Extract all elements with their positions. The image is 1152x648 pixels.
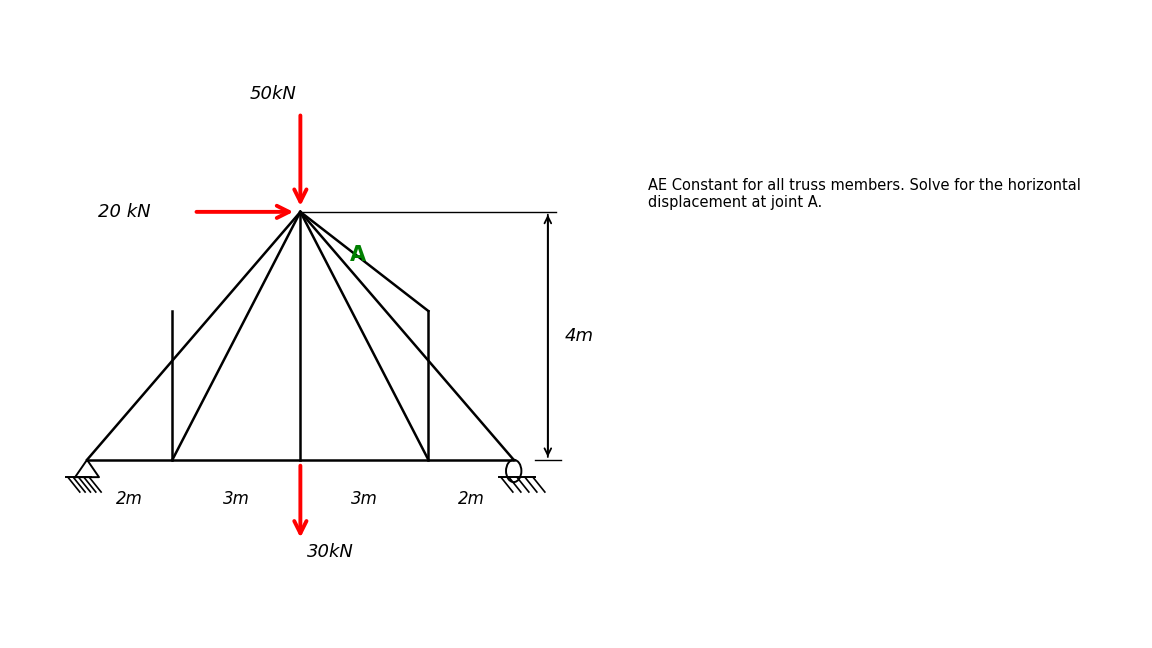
Text: 20 kN: 20 kN <box>98 203 151 221</box>
Text: AE Constant for all truss members. Solve for the horizontal
displacement at join: AE Constant for all truss members. Solve… <box>649 178 1082 210</box>
Text: 30kN: 30kN <box>306 544 354 561</box>
Text: A: A <box>350 244 366 264</box>
Text: 3m: 3m <box>223 489 250 507</box>
Text: 50kN: 50kN <box>249 86 296 104</box>
Text: 2m: 2m <box>457 489 485 507</box>
Text: 2m: 2m <box>116 489 143 507</box>
Text: 4m: 4m <box>564 327 594 345</box>
Text: 3m: 3m <box>351 489 378 507</box>
